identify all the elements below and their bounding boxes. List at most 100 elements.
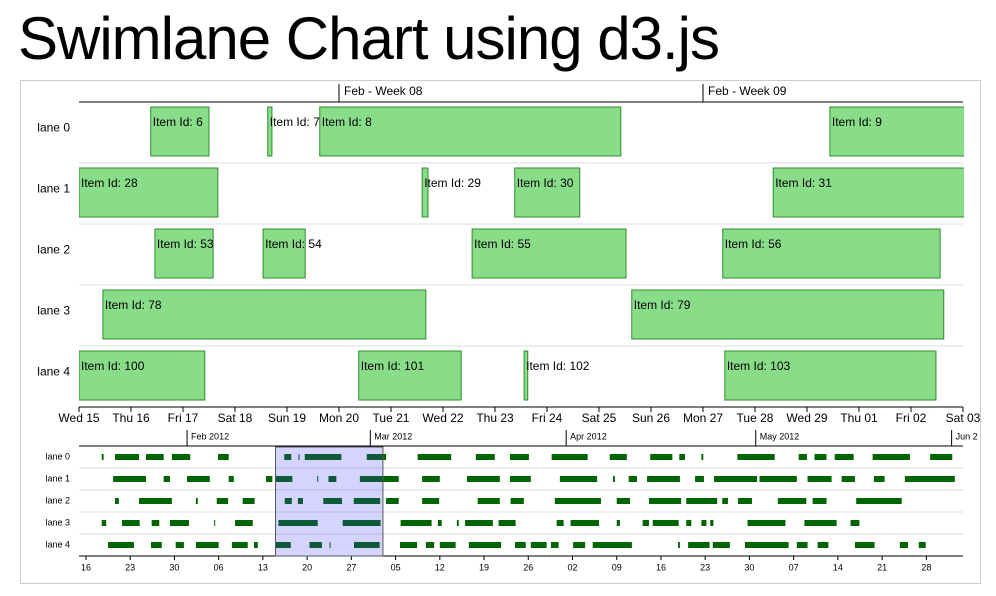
mini-item-bar [309,542,322,548]
item-bar [829,106,964,157]
item-bar [262,228,306,279]
x-tick-label: Thu 16 [112,411,150,425]
mini-item-bar [710,520,714,526]
mini-item-bar [510,498,524,504]
mini-item-bar [456,520,459,526]
mini-item-bar [854,542,875,548]
mini-item-bar [850,520,860,526]
mini-item-bar [559,476,598,482]
mini-item-bar [195,498,198,504]
x-tick-label: Tue 21 [373,411,410,425]
axes: Feb - Week 08 Feb - Week 09 Wed 15 Thu 16 Fr… [58,84,981,447]
mini-lane-label: lane 0 [45,451,70,461]
item-label: Item Id: 101 [361,359,425,373]
mini-item-bar [242,498,255,504]
x-tick-label: Sat 03 [946,411,981,425]
x-tick-label: Wed 15 [58,411,99,425]
mini-x-tick-label: 28 [921,562,931,572]
mini-x-tick-label: 30 [169,562,179,572]
month-tick-label: May 2012 [760,431,800,441]
mini-x-tick-label: 21 [877,562,887,572]
mini-item-bar [573,542,586,548]
mini-item-bar [353,542,380,548]
mini-item-bar [275,476,293,482]
mini-item-bar [650,454,673,460]
mini-x-tick-label: 30 [744,562,754,572]
mini-item-bar [796,542,808,548]
month-tick-label: Mar 2012 [374,431,412,441]
mini-item-bar [108,542,134,548]
item-label: Item Id: 29 [424,176,481,190]
item-label: Item Id: 55 [474,237,531,251]
mini-item-bar [169,520,189,526]
mini-item-bar [439,542,456,548]
mini-x-tick-label: 23 [700,562,710,572]
x-tick-label: Wed 22 [422,411,463,425]
mini-item-bar [737,454,775,460]
mini-item-bar [115,498,119,504]
mini-item-bar [616,498,630,504]
month-tick-label: Apr 2012 [570,431,607,441]
mini-item-bar [701,454,704,460]
mini-item-bar [151,542,162,548]
item-bar [150,106,210,157]
mini-item-bar [530,542,547,548]
item-label: Item Id: 54 [265,237,322,251]
mini-item-bar [284,498,292,504]
mini-item-bar [328,476,337,482]
mini-item-bar [266,476,273,482]
x-tick-label: Thu 01 [840,411,878,425]
mini-item-bar [551,542,559,548]
mini-item-bar [834,454,854,460]
mini-item-bar [679,454,685,460]
mini-item-bar [151,520,160,526]
item-label: Item Id: 56 [725,237,782,251]
lane-label: lane 4 [37,365,70,379]
mini-item-bar [841,476,855,482]
mini-item-bar [323,498,342,504]
mini-item-bar [187,476,210,482]
mini-item-bar [930,454,953,460]
item-label: Item Id: 8 [322,115,372,129]
mini-item-bar [738,498,752,504]
mini-item-bar [422,498,440,504]
mini-item-bar [678,542,680,548]
mini-item-bar [554,498,601,504]
mini-item-bar [648,498,682,504]
x-tick-label: Sun 19 [268,411,306,425]
mini-item-bar [814,454,827,460]
item-bar [79,350,206,401]
mini-item-bar [807,476,832,482]
mini-item-bar [214,520,216,526]
item-bar [267,106,273,157]
mini-item-bar [509,454,529,460]
mini-x-tick-label: 12 [435,562,445,572]
mini-x-tick-label: 02 [567,562,577,572]
mini-x-tick-label: 16 [656,562,666,572]
mini-item-bar [121,520,140,526]
mini-item-bar [817,542,829,548]
mini-item-bar [514,542,526,548]
mini-x-tick-label: 27 [346,562,356,572]
lane-label: lane 3 [37,304,70,318]
x-tick-label: Fri 24 [532,411,563,425]
main-items: Item Id: 6 Item Id: 7 Item Id: 8 Item Id: 9… [79,106,964,401]
mini-item-bar [297,498,304,504]
mini-item-bar [570,520,600,526]
x-tick-label: Tue 28 [737,411,774,425]
mini-item-bar [688,542,710,548]
mini-item-bar [612,476,615,482]
x-tick-label: Sat 25 [582,411,617,425]
mini-item-bar [873,476,885,482]
main-lanes: lane 0 lane 1 lane 2 lane 3 lane 4 [37,121,963,379]
item-bar [79,167,219,218]
item-label: Item Id: 103 [727,359,791,373]
mini-item-bar [686,520,692,526]
mini-item-bar [399,542,418,548]
x-tick-label: Thu 23 [476,411,514,425]
mini-item-bar [195,542,219,548]
mini-item-bar [425,542,435,548]
item-label: Item Id: 31 [775,176,832,190]
mini-x-tick-label: 07 [789,562,799,572]
x-tick-label: Sat 18 [218,411,253,425]
